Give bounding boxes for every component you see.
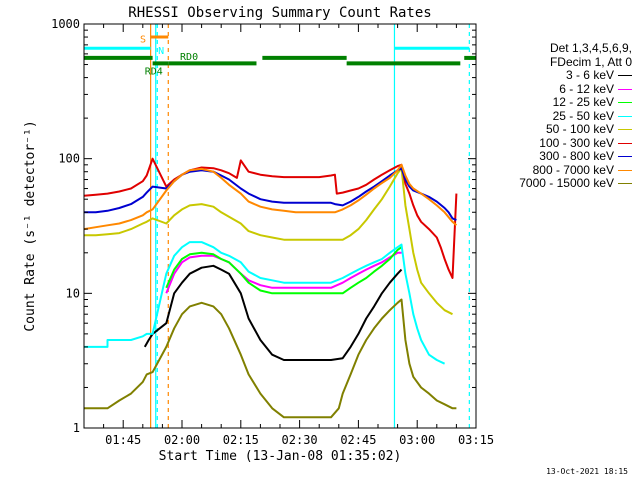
legend-label: 3 - 6 keV (565, 68, 614, 82)
legend-label: 12 - 25 keV (552, 95, 614, 109)
legend-label: 7000 - 15000 keV (519, 176, 614, 190)
chart-legend: Det 1,3,4,5,6,9, FDecim 1, Att 0 3 - 6 k… (486, 41, 632, 191)
y-tick-label-2: 100 (58, 152, 80, 166)
plot-frame (83, 23, 477, 429)
legend-swatch (618, 102, 632, 104)
legend-label: 25 - 50 keV (552, 108, 614, 123)
flag-label-n: N (158, 46, 164, 57)
legend-swatch (618, 88, 632, 90)
series-line-1 (165, 251, 402, 294)
series-line-5 (83, 157, 458, 279)
legend-item: 7000 - 15000 keV (486, 176, 632, 191)
x-tick-label-4: 02:45 (340, 433, 376, 447)
chart-title: RHESSI Observing Summary Count Rates (128, 5, 431, 21)
legend-item: 12 - 25 keV (486, 95, 632, 110)
y-axis-label: Count Rate (s⁻¹ detector⁻¹) (23, 120, 38, 331)
legend-header-2: FDecim 1, Att 0 (549, 54, 632, 69)
legend-item: 300 - 800 keV (486, 149, 632, 164)
legend-swatch (618, 115, 632, 117)
series-line-8 (84, 298, 457, 419)
flag-label-rd4: RD4 (145, 67, 163, 78)
series-line-3 (84, 241, 446, 365)
legend-swatch (618, 142, 632, 144)
x-tick-label-6: 03:15 (458, 433, 494, 447)
legend-item: 50 - 100 keV (486, 122, 632, 137)
legend-label: 6 - 12 keV (559, 81, 614, 96)
series-line-4 (84, 167, 453, 316)
flag-label-rd0: RD0 (180, 52, 198, 63)
legend-item: 3 - 6 keV (486, 68, 632, 83)
x-tick-label-2: 02:15 (223, 433, 259, 447)
legend-label: 800 - 7000 keV (532, 162, 614, 177)
legend-label: 50 - 100 keV (545, 122, 614, 136)
y-tick-label-1: 10 (66, 286, 80, 300)
legend-label: 100 - 300 keV (539, 135, 614, 150)
y-tick-label-0: 1 (73, 421, 80, 435)
generation-timestamp: 13-Oct-2021 18:15 (546, 467, 628, 476)
x-tick-label-3: 02:30 (282, 433, 318, 447)
legend-item: 6 - 12 keV (486, 81, 632, 97)
legend-swatch (618, 183, 632, 185)
x-tick-label-1: 02:00 (164, 433, 200, 447)
legend-item: 100 - 300 keV (486, 135, 632, 151)
x-tick-label-5: 03:00 (399, 433, 435, 447)
y-tick-label-3: 1000 (51, 17, 80, 31)
legend-header-1: Det 1,3,4,5,6,9, (549, 41, 632, 55)
legend-swatch (618, 129, 632, 131)
x-axis-label: Start Time (13-Jan-08 01:35:02) (159, 449, 402, 464)
series-line-7 (83, 163, 458, 231)
x-tick-label-0: 01:45 (105, 433, 141, 447)
legend-swatch (618, 75, 632, 77)
legend-swatch (618, 156, 632, 158)
legend-swatch (618, 169, 632, 171)
series-line-6 (84, 167, 457, 222)
flag-label-s: S (140, 35, 146, 46)
legend-item: 800 - 7000 keV (486, 162, 632, 178)
legend-label: 300 - 800 keV (539, 149, 614, 163)
series-line-2 (165, 246, 403, 295)
legend-item: 25 - 50 keV (486, 108, 632, 124)
series-line-0 (143, 264, 403, 361)
